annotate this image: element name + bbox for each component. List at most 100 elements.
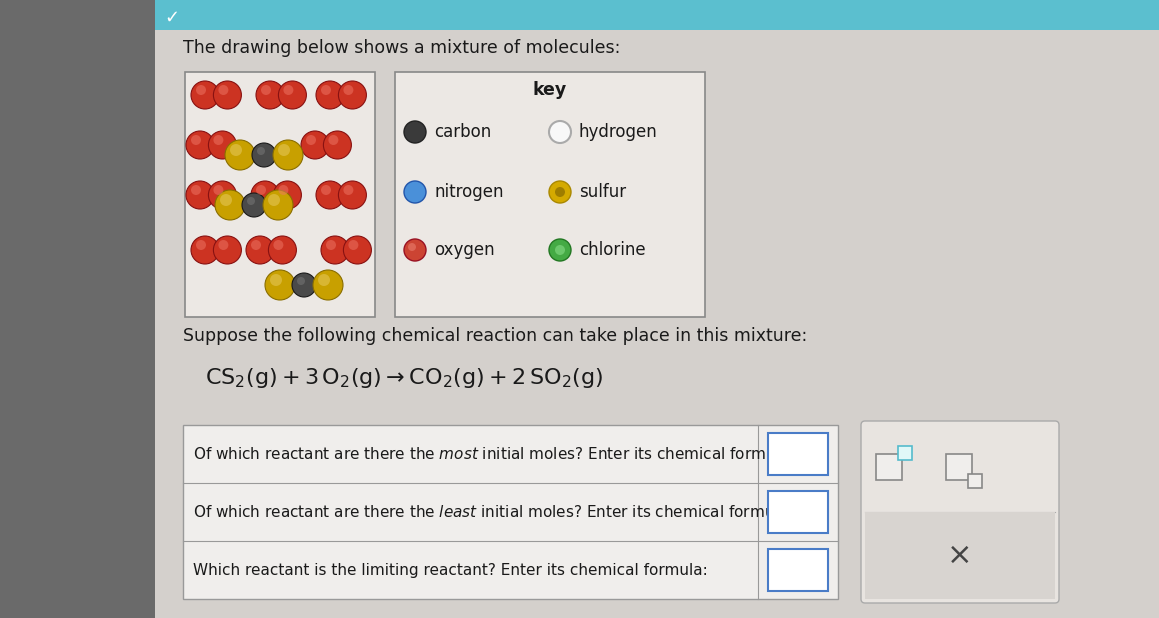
Text: ×: × [947,541,972,570]
Circle shape [216,190,245,220]
Circle shape [343,85,353,95]
FancyBboxPatch shape [946,454,972,480]
Circle shape [269,236,297,264]
Circle shape [274,240,284,250]
Circle shape [316,81,344,109]
Circle shape [218,85,228,95]
Circle shape [549,181,571,203]
Circle shape [256,81,284,109]
Circle shape [246,236,274,264]
Text: The drawing below shows a mixture of molecules:: The drawing below shows a mixture of mol… [183,39,620,57]
Circle shape [256,185,267,195]
Circle shape [343,185,353,195]
Circle shape [191,81,219,109]
Text: Of which reactant are there the $\it{least}$ initial moles? Enter its chemical f: Of which reactant are there the $\it{lea… [194,504,793,520]
Circle shape [261,85,271,95]
FancyBboxPatch shape [768,433,828,475]
Circle shape [196,240,206,250]
Circle shape [555,245,564,255]
Circle shape [555,187,564,197]
Circle shape [338,181,366,209]
FancyBboxPatch shape [185,72,376,317]
Circle shape [316,181,344,209]
Circle shape [213,185,224,195]
Circle shape [263,190,293,220]
Text: chlorine: chlorine [580,241,646,259]
Circle shape [209,181,236,209]
Circle shape [278,81,306,109]
Circle shape [252,143,276,167]
FancyBboxPatch shape [876,454,902,480]
Text: $\mathrm{CS_2(g)+3\,O_2(g) \rightarrow CO_2(g)+2\,SO_2(g)}$: $\mathrm{CS_2(g)+3\,O_2(g) \rightarrow C… [205,366,603,390]
Text: key: key [533,81,567,99]
FancyBboxPatch shape [0,0,155,618]
Circle shape [321,185,331,195]
Circle shape [268,194,280,206]
Text: carbon: carbon [433,123,491,141]
Circle shape [229,144,242,156]
Circle shape [191,185,201,195]
Circle shape [404,239,427,261]
Circle shape [218,240,228,250]
Circle shape [321,85,331,95]
FancyBboxPatch shape [861,421,1059,603]
Circle shape [292,273,316,297]
Circle shape [242,193,267,217]
Circle shape [549,121,571,143]
Circle shape [306,135,316,145]
Circle shape [326,240,336,250]
Circle shape [318,274,330,286]
Text: hydrogen: hydrogen [580,123,658,141]
Circle shape [257,147,265,155]
Circle shape [323,131,351,159]
Circle shape [196,85,206,95]
Circle shape [404,181,427,203]
Circle shape [313,270,343,300]
Text: nitrogen: nitrogen [433,183,503,201]
FancyBboxPatch shape [968,474,982,488]
FancyBboxPatch shape [395,72,705,317]
Circle shape [213,236,241,264]
Text: Of which reactant are there the $\it{most}$ initial moles? Enter its chemical fo: Of which reactant are there the $\it{mos… [194,446,794,462]
Circle shape [301,131,329,159]
Circle shape [278,144,290,156]
Circle shape [408,243,416,251]
Circle shape [274,181,301,209]
Circle shape [343,236,371,264]
FancyBboxPatch shape [768,491,828,533]
FancyBboxPatch shape [898,446,912,460]
Circle shape [225,140,255,170]
Circle shape [213,135,224,145]
Circle shape [265,270,296,300]
Circle shape [549,239,571,261]
Text: oxygen: oxygen [433,241,495,259]
Text: ✓: ✓ [165,9,180,27]
Circle shape [185,131,214,159]
Circle shape [404,121,427,143]
Circle shape [247,197,255,205]
FancyBboxPatch shape [768,549,828,591]
Text: Which reactant is the limiting reactant? Enter its chemical formula:: Which reactant is the limiting reactant?… [194,562,708,577]
Circle shape [220,194,232,206]
Circle shape [185,181,214,209]
Text: sulfur: sulfur [580,183,626,201]
Circle shape [191,236,219,264]
Circle shape [274,140,302,170]
FancyBboxPatch shape [155,0,1159,618]
Circle shape [284,85,293,95]
FancyBboxPatch shape [865,512,1055,599]
Circle shape [328,135,338,145]
Circle shape [297,277,305,285]
FancyBboxPatch shape [155,0,1159,30]
Circle shape [213,81,241,109]
Circle shape [321,236,349,264]
Circle shape [278,185,289,195]
Circle shape [252,181,279,209]
Circle shape [349,240,358,250]
Text: Suppose the following chemical reaction can take place in this mixture:: Suppose the following chemical reaction … [183,327,808,345]
FancyBboxPatch shape [183,425,838,599]
Circle shape [338,81,366,109]
Circle shape [270,274,282,286]
Circle shape [252,240,261,250]
Circle shape [191,135,201,145]
